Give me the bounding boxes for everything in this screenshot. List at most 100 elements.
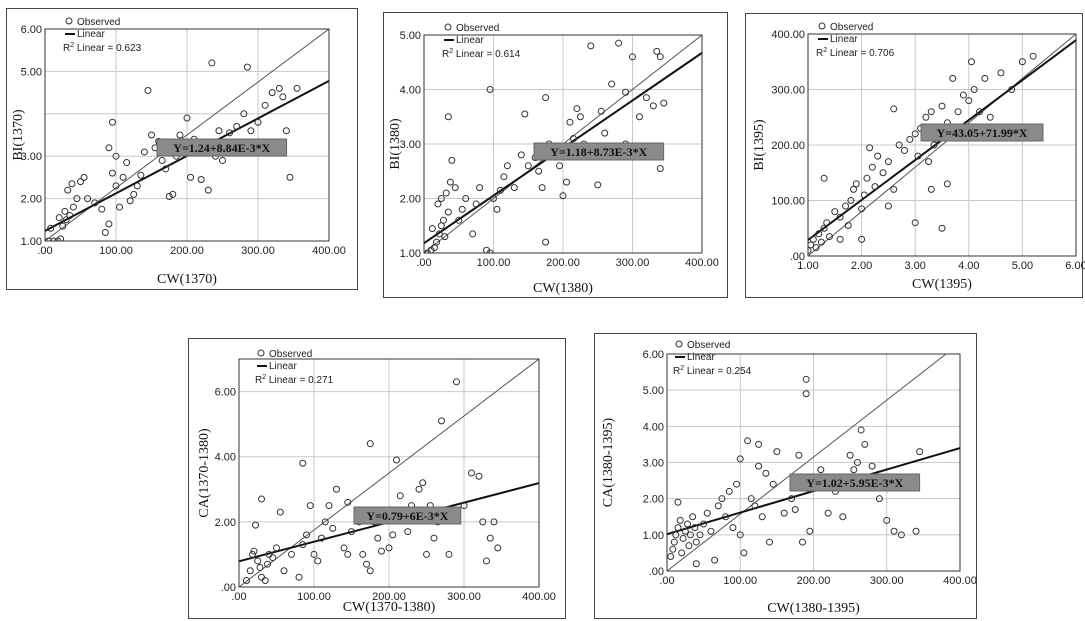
legend-observed-label: Observed <box>830 22 873 33</box>
y-axis-label: BI(1395) <box>752 119 767 171</box>
data-point <box>1018 58 1026 66</box>
data-point <box>656 165 664 173</box>
legend-observed-marker <box>257 349 265 357</box>
data-point <box>684 520 692 528</box>
data-point <box>868 462 876 470</box>
y-tick-label: 6.00 <box>21 24 42 36</box>
data-point <box>729 524 737 532</box>
data-point <box>860 191 868 199</box>
x-tick-label: 300.00 <box>870 575 904 587</box>
data-point <box>927 108 935 116</box>
data-point <box>823 219 831 227</box>
chart-panel-2: .00 100.00 200.00 300.00 400.00 1.00 2.00 3.00 4… <box>383 12 728 298</box>
data-point <box>847 197 855 204</box>
data-point <box>1029 52 1037 60</box>
r2-symbol: R <box>442 49 449 60</box>
data-point <box>773 448 781 456</box>
data-point <box>108 118 116 126</box>
y-axis-label: CA(1380-1395) <box>601 417 616 507</box>
data-point <box>483 557 490 565</box>
scatter-plot-5: .00 100.00 200.00 300.00 400.00 .00 1.00 2.00 3.… <box>601 340 977 616</box>
equation-box <box>920 123 1044 142</box>
data-point <box>569 135 577 143</box>
data-point <box>496 186 504 194</box>
data-point <box>766 538 774 546</box>
x-tick-label: 100.00 <box>297 591 331 603</box>
data-point <box>615 39 623 47</box>
data-point <box>299 541 307 549</box>
data-point <box>261 101 269 109</box>
data-point <box>441 233 449 241</box>
data-point <box>279 93 287 101</box>
data-point <box>831 208 839 216</box>
data-point <box>594 181 602 189</box>
legend-observed-label: Observed <box>456 23 499 34</box>
data-point <box>77 178 84 186</box>
data-point <box>439 216 447 224</box>
data-point <box>556 162 564 170</box>
data-point <box>517 151 525 159</box>
r2-symbol: R <box>816 48 823 59</box>
equation-label: Y=43.05+71.99*X <box>936 126 1027 140</box>
x-tick-label: 6.00 <box>1065 260 1085 272</box>
y-tick-label: 5.00 <box>643 385 664 397</box>
data-point <box>965 97 973 105</box>
data-point <box>500 173 508 181</box>
data-point <box>850 466 858 474</box>
equation-box <box>353 506 462 525</box>
data-point <box>303 531 310 539</box>
data-point <box>976 108 984 116</box>
data-point <box>462 195 470 202</box>
data-point <box>247 127 255 135</box>
data-point <box>252 521 259 529</box>
data-point <box>949 74 957 82</box>
y-tick-label: 3.00 <box>643 458 664 470</box>
data-point <box>890 185 898 193</box>
data-point <box>430 534 438 542</box>
data-point <box>385 544 393 552</box>
data-point <box>836 235 844 243</box>
data-point <box>700 520 708 528</box>
data-point <box>264 560 271 568</box>
y-axis-label: BI(1380) <box>388 118 403 170</box>
data-point <box>490 195 497 202</box>
data-point <box>240 110 248 118</box>
data-point <box>842 202 850 210</box>
data-point <box>299 459 307 467</box>
data-point <box>197 176 205 184</box>
x-tick-label: 400.00 <box>312 245 346 257</box>
data-point <box>691 524 699 532</box>
data-point <box>55 214 63 222</box>
data-point <box>679 534 687 542</box>
scatter-plot-3: 1.00 2.00 3.00 4.00 5.00 6.00 .00 100.00 200.00 3… <box>752 22 1085 292</box>
data-point <box>282 127 290 135</box>
data-point <box>802 390 810 398</box>
data-point <box>314 557 322 565</box>
data-point <box>740 549 748 557</box>
data-point <box>587 42 595 50</box>
data-point <box>703 509 711 517</box>
x-tick-label: 4.00 <box>958 260 979 272</box>
data-point <box>997 69 1005 77</box>
data-point <box>215 127 223 135</box>
data-point <box>396 492 404 500</box>
data-point <box>165 192 173 200</box>
data-point <box>50 237 58 241</box>
y-tick-label: .00 <box>649 566 664 578</box>
data-point <box>692 538 700 546</box>
data-point <box>542 238 550 246</box>
r2-superscript: 2 <box>449 48 453 55</box>
data-point <box>258 495 265 503</box>
data-point <box>243 576 250 584</box>
equation-label: Y=1.24+8.84E-3*X <box>173 141 270 155</box>
data-point <box>435 230 443 238</box>
reference-line <box>667 354 947 571</box>
y-tick-label: 5.00 <box>400 30 421 42</box>
data-point <box>64 186 72 194</box>
data-point <box>340 544 348 552</box>
y-tick-label: .00 <box>221 582 236 594</box>
y-tick-label: 3.00 <box>400 139 421 151</box>
data-point <box>875 495 883 503</box>
x-tick-label: 100.00 <box>723 575 757 587</box>
data-point <box>747 495 755 503</box>
